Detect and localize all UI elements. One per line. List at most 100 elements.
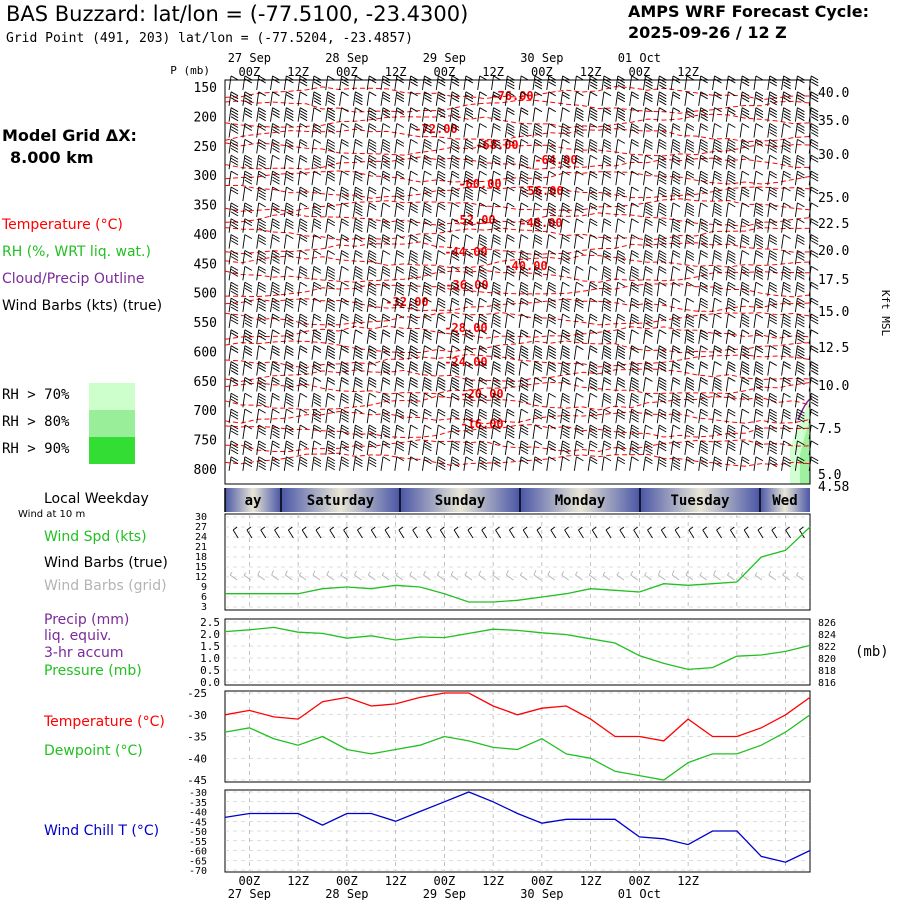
wind-barb-feather xyxy=(603,221,612,227)
wind-barb-feather xyxy=(299,408,308,414)
wind-barb-feather xyxy=(286,221,294,227)
wind-barb-feather xyxy=(672,316,681,322)
wind-barb-feather xyxy=(438,81,446,87)
wind-barb-feather xyxy=(272,145,280,150)
wind-barb xyxy=(491,329,494,344)
grid-wind-barb xyxy=(671,574,680,581)
wind-barb-feather xyxy=(755,411,764,417)
wind-barb xyxy=(587,218,591,233)
wind-barb xyxy=(283,345,287,360)
wind-barb-feather xyxy=(686,142,695,147)
pressure-right-tick: 824 xyxy=(818,630,836,641)
wind-barb xyxy=(256,440,260,455)
wind-barb-feather xyxy=(672,459,681,465)
wind-barb-feather xyxy=(465,424,474,430)
surface-wind-barb-feather xyxy=(785,526,790,531)
wind-barb-feather xyxy=(382,370,391,375)
wind-barb xyxy=(781,139,785,154)
wind-barb-feather xyxy=(327,300,335,306)
wind-barb xyxy=(546,266,550,281)
wind-barb-feather xyxy=(617,383,626,388)
grid-wind-barb xyxy=(630,574,638,581)
wind-barb-feather xyxy=(714,94,722,100)
wind-barb-feather xyxy=(341,424,349,430)
wind-barb xyxy=(477,155,481,170)
wind-barb-feather xyxy=(258,319,266,325)
wind-barb-feather xyxy=(520,157,529,163)
wind-barb xyxy=(256,171,260,186)
wind-barb-feather xyxy=(230,189,239,195)
wind-barb-feather xyxy=(493,401,501,407)
wind-barb-feather xyxy=(603,250,612,255)
wind-barb-feather xyxy=(769,313,777,319)
wind-barb-feather xyxy=(424,91,432,97)
wind-barb-feather xyxy=(327,351,335,357)
wind-barb-feather xyxy=(672,332,681,338)
wind-barb xyxy=(449,409,453,424)
wind-barb xyxy=(546,409,550,424)
wind-barb-feather xyxy=(230,287,239,293)
wind-barb-feather xyxy=(755,386,764,391)
wind-barb xyxy=(532,139,536,154)
wind-barb xyxy=(491,250,494,265)
wind-barb-feather xyxy=(438,94,446,100)
wind-barb-feather xyxy=(424,329,432,335)
temperature-contour xyxy=(224,212,811,227)
wind-barb-feather xyxy=(410,424,418,430)
wind-barb xyxy=(587,234,591,249)
wind-barb-feather xyxy=(327,202,335,208)
wind-barb xyxy=(739,424,743,440)
wind-barb xyxy=(352,393,356,408)
surface-wind-barb xyxy=(357,529,363,539)
wind-barb-feather xyxy=(645,300,653,306)
wind-barb-feather xyxy=(507,110,515,116)
wind-barb-feather xyxy=(382,160,391,166)
wind-barb xyxy=(380,155,384,170)
wind-barb xyxy=(642,139,646,154)
wind-barb-feather xyxy=(700,297,708,303)
wind-barb-feather xyxy=(493,395,501,401)
wind-barb-feather xyxy=(672,395,681,401)
wind-barb-feather xyxy=(659,100,667,106)
wind-barb-feather xyxy=(493,303,501,309)
wind-barb xyxy=(601,266,605,281)
wind-barb-feather xyxy=(286,186,294,192)
surface-wind-barb xyxy=(771,529,778,539)
wind-barb xyxy=(256,393,260,408)
wind-barb-feather xyxy=(562,449,570,455)
wind-barb-feather xyxy=(299,192,308,198)
height-tick-label: 20.0 xyxy=(818,244,849,259)
wind-barb-feather xyxy=(382,398,391,404)
wind-barb-feather xyxy=(465,377,474,382)
wind-barb-feather xyxy=(576,313,584,319)
wind-barb-feather xyxy=(672,94,681,100)
wind-barb-feather xyxy=(438,313,446,319)
wind-barb-feather xyxy=(783,313,791,319)
wind-barb-feather xyxy=(797,256,805,261)
wind-barb-feather xyxy=(368,303,377,309)
wind-barb-feather xyxy=(797,189,805,195)
wind-barb xyxy=(311,298,315,313)
surface-wind-barb-feather xyxy=(481,526,487,531)
wind-barb-feather xyxy=(230,240,239,246)
wind-barb xyxy=(242,361,246,376)
wind-barb-feather xyxy=(659,456,667,462)
wind-barb xyxy=(408,139,412,154)
wind-barb xyxy=(781,75,785,91)
wind-barb-feather xyxy=(589,192,598,198)
wind-barb-feather xyxy=(520,351,529,357)
wind-barb-feather xyxy=(783,377,791,382)
wind-barb-feather xyxy=(327,94,335,100)
wind-barb xyxy=(352,298,356,313)
wind-barb xyxy=(242,424,246,440)
wind-barb-feather xyxy=(617,256,626,261)
wind-barb-feather xyxy=(272,456,280,462)
wind-barb-feather xyxy=(797,459,805,465)
wind-barb-feather xyxy=(438,163,446,169)
wind-barb-feather xyxy=(548,440,556,446)
wind-barb-feather xyxy=(438,440,446,446)
wind-barb xyxy=(725,329,729,344)
wind-barb xyxy=(698,393,702,408)
wind-barb-feather xyxy=(645,392,653,398)
wind-barb xyxy=(753,218,757,233)
